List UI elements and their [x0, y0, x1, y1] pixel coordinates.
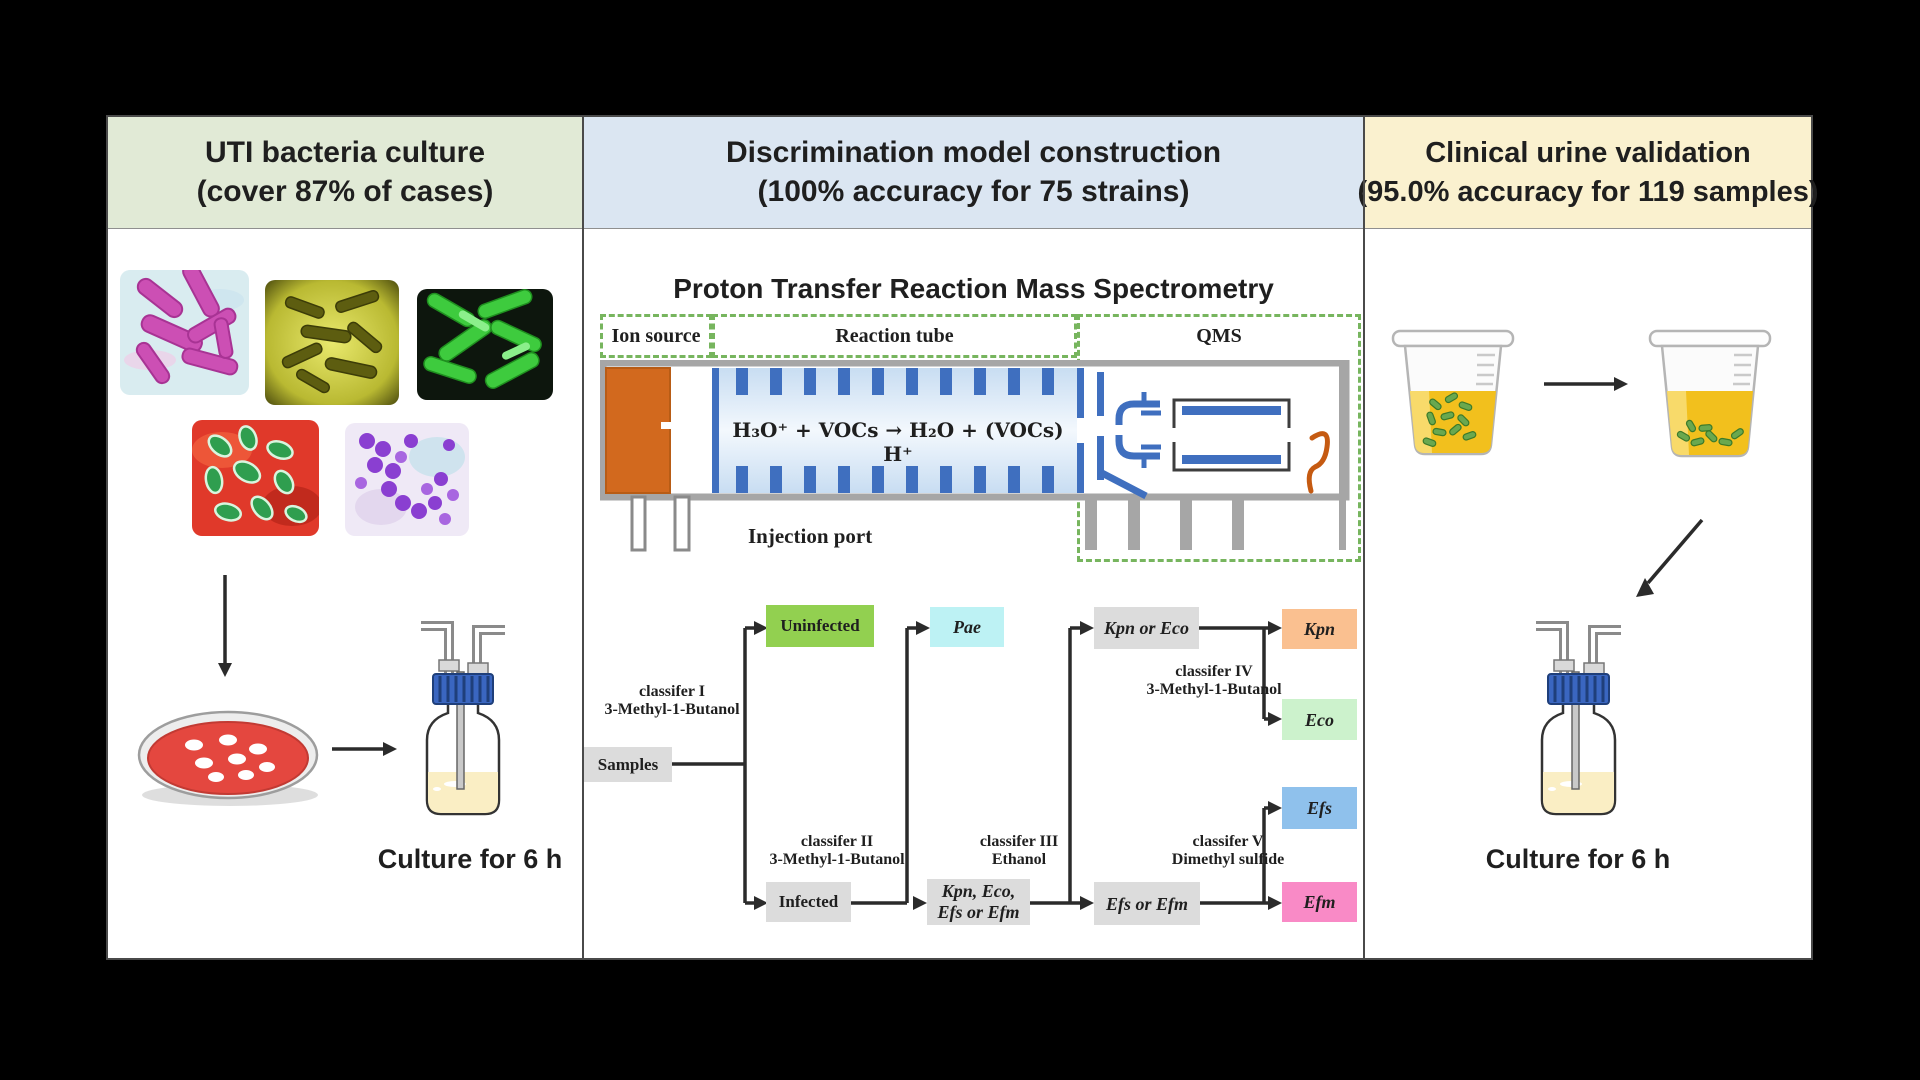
urine-cup-before: [1391, 329, 1515, 456]
header-middle-line2: (100% accuracy for 75 strains): [757, 175, 1190, 208]
classifier4-label: classifer IV 3-Methyl-1-Butanol: [1146, 663, 1282, 698]
flow-kpn-box: Kpn: [1282, 609, 1357, 649]
classifier1-label: classifer I 3-Methyl-1-Butanol: [604, 683, 740, 718]
header-right-line2: (95.0% accuracy for 119 samples): [1357, 176, 1819, 208]
culture-bottle-left: [421, 621, 505, 816]
instrument-legs: [1085, 500, 1244, 550]
injection-port-tube: [673, 495, 691, 552]
qms-ion-optics: [1097, 372, 1161, 500]
panel-divider-right: [1363, 117, 1365, 958]
ptrms-instrument: [600, 360, 1350, 552]
bacteria-sediment: [1676, 419, 1744, 447]
header-left-line1: UTI bacteria culture: [204, 136, 486, 169]
drift-tube-electrodes: [736, 368, 1084, 493]
left-leg-tube: [630, 495, 647, 552]
flow-eco-box: Eco: [1282, 699, 1357, 740]
culture-bottle-right: [1536, 621, 1621, 816]
header-clinical-validation: Clinical urine validation (95.0% accurac…: [1357, 117, 1819, 229]
injection-port-label: Injection port: [748, 524, 873, 548]
reaction-formula: H₃O⁺ + VOCs → H₂O + (VOCs) H⁺: [732, 418, 1064, 466]
bacteria-image-olive-rods: [265, 280, 399, 405]
bacteria-image-red-green-cocci: [192, 420, 319, 536]
flow-uninfected-box: Uninfected: [766, 605, 874, 647]
flow-infected-box: Infected: [766, 882, 851, 922]
flow-pae-box: Pae: [930, 607, 1004, 647]
flow-group-box: Kpn, Eco, Efs or Efm: [927, 879, 1030, 925]
flow-efs-box: Efs: [1282, 787, 1357, 829]
samples-branch-lines: [672, 626, 754, 905]
right-wall-leg: [1339, 363, 1346, 550]
flow-kpn-or-eco-box: Kpn or Eco: [1094, 607, 1199, 649]
workflow-figure: UTI bacteria culture (cover 87% of cases…: [106, 115, 1819, 960]
flow-efs-or-efm-box: Efs or Efm: [1094, 882, 1200, 925]
header-left-line2: (cover 87% of cases): [196, 175, 494, 208]
flow-samples-box: Samples: [584, 747, 672, 782]
culture-label-right: Culture for 6 h: [1485, 844, 1671, 874]
bacteria-image-pink-rods: [120, 270, 249, 395]
section-ion-source: Ion source: [600, 314, 712, 358]
culture-label-left: Culture for 6 h: [377, 844, 563, 874]
section-reaction-tube: Reaction tube: [712, 314, 1077, 358]
bacteria-image-green-rods: [417, 289, 553, 400]
ptrms-title: Proton Transfer Reaction Mass Spectromet…: [673, 273, 1274, 304]
petri-dish: [137, 710, 319, 806]
header-uti-bacteria-culture: UTI bacteria culture (cover 87% of cases…: [108, 117, 582, 229]
flow-efm-box: Efm: [1282, 882, 1357, 922]
header-discrimination-model: Discrimination model construction (100% …: [584, 117, 1363, 229]
classifier2-label: classifer II 3-Methyl-1-Butanol: [769, 833, 905, 868]
classifier3-label: classifer III Ethanol: [979, 833, 1059, 868]
bacteria-image-purple-cocci: [345, 423, 469, 536]
ion-source-label: Ion source: [611, 325, 701, 347]
detector-icon: [1306, 431, 1330, 494]
panel-divider-left: [582, 117, 584, 958]
classifier5-label: classifer V Dimethyl sulfide: [1171, 833, 1285, 868]
header-middle-line1: Discrimination model construction: [725, 136, 1222, 169]
bacteria-in-urine: [1422, 392, 1477, 447]
ion-source-block: [605, 367, 671, 494]
qms-label: QMS: [1196, 325, 1242, 347]
urine-cup-after: [1648, 329, 1772, 458]
quadrupole: [1171, 398, 1292, 472]
reaction-tube-label: Reaction tube: [835, 325, 954, 347]
header-right-line1: Clinical urine validation: [1425, 137, 1751, 169]
arrow-cup-to-bottle: [1646, 518, 1704, 585]
